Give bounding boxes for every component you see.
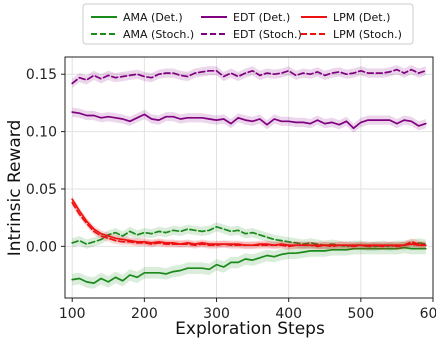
y-tick-label: 0.10 (26, 125, 57, 141)
series-group (71, 65, 427, 289)
series-band-0 (72, 241, 426, 289)
x-tick-label: 200 (131, 306, 158, 322)
plot-area: 100 200 300 400 500 600 0.00 0.05 0.10 0.15 (26, 56, 436, 322)
series-line-5 (71, 201, 427, 248)
x-axis-label: Exploration Steps (175, 319, 325, 339)
series-line-1 (71, 225, 427, 248)
series-line-3 (71, 68, 427, 85)
legend: AMA (Det.) AMA (Stoch.) EDT (Det.) EDT (Sto… (82, 3, 414, 45)
plot-frame (64, 56, 434, 299)
legend-label: EDT (Det.) (233, 11, 290, 24)
x-tick-label: 600 (420, 306, 436, 322)
series-line-2 (71, 111, 427, 130)
x-tick-label: 300 (203, 306, 230, 322)
y-axis-label: Intrinsic Reward (5, 120, 25, 257)
legend-label: EDT (Stoch.) (233, 28, 302, 41)
y-tick-label: 0.15 (26, 67, 57, 83)
y-tick-label: 0.00 (26, 239, 57, 255)
legend-label: LPM (Stoch.) (333, 28, 402, 41)
legend-label: LPM (Det.) (333, 11, 390, 24)
legend-frame (82, 3, 414, 45)
legend-label: AMA (Stoch.) (123, 28, 194, 41)
y-tick-label: 0.05 (26, 182, 57, 198)
legend-label: AMA (Det.) (123, 11, 183, 24)
x-tick-label: 400 (275, 306, 302, 322)
series-band-4 (72, 195, 426, 249)
series-line-0 (71, 246, 427, 284)
x-tick-label: 100 (59, 306, 86, 322)
series-band-1 (72, 222, 426, 251)
series-band-3 (72, 65, 426, 88)
x-tick-label: 500 (347, 306, 374, 322)
